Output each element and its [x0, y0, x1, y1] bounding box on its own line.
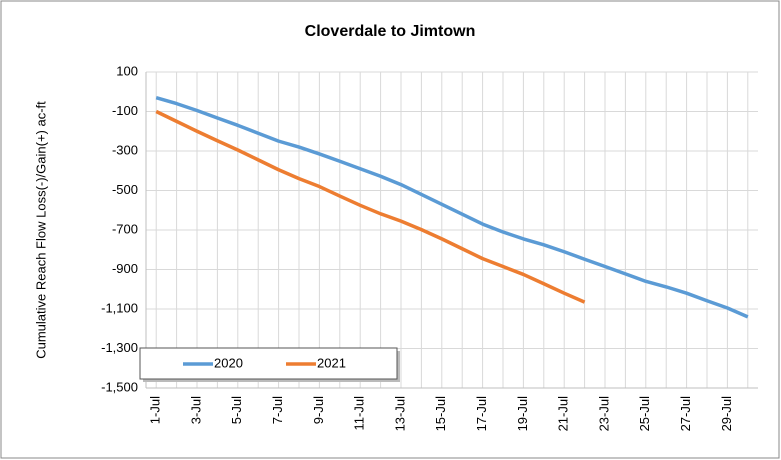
- x-tick-label: 3-Jul: [188, 396, 203, 424]
- x-tick-label: 15-Jul: [433, 396, 448, 432]
- x-tick-label: 29-Jul: [719, 396, 734, 432]
- chart-title: Cloverdale to Jimtown: [305, 23, 476, 40]
- x-tick-label: 27-Jul: [678, 396, 693, 432]
- series-line: [155, 95, 749, 319]
- x-tick-label: 25-Jul: [637, 396, 652, 432]
- legend: [139, 347, 398, 380]
- y-tick-label: -900: [112, 261, 138, 276]
- y-axis-label: Cumulative Reach Flow Loss(-)/Gain(+) ac…: [33, 101, 48, 359]
- series-line: [155, 109, 586, 304]
- x-tick-label: 19-Jul: [515, 396, 530, 432]
- x-tick-label: 5-Jul: [229, 396, 244, 424]
- x-tick-label: 7-Jul: [270, 396, 285, 424]
- y-tick-label: -500: [112, 182, 138, 197]
- y-tick-label: 100: [116, 63, 138, 78]
- legend-label: 2021: [317, 355, 346, 370]
- x-tick-label: 23-Jul: [596, 396, 611, 432]
- x-tick-label: 9-Jul: [311, 396, 326, 424]
- y-tick-label: -100: [112, 103, 138, 118]
- legend-label: 2020: [214, 355, 243, 370]
- y-tick-label: -1,300: [101, 340, 138, 355]
- y-tick-label: -1,500: [101, 379, 138, 394]
- x-tick-label: 11-Jul: [352, 396, 367, 431]
- x-tick-label: 13-Jul: [392, 396, 407, 432]
- x-tick-label: 17-Jul: [474, 396, 489, 432]
- y-tick-label: -300: [112, 142, 138, 157]
- y-tick-label: -1,100: [101, 300, 138, 315]
- x-tick-label: 1-Jul: [148, 396, 163, 424]
- x-tick-label: 21-Jul: [556, 396, 571, 432]
- y-tick-label: -700: [112, 221, 138, 236]
